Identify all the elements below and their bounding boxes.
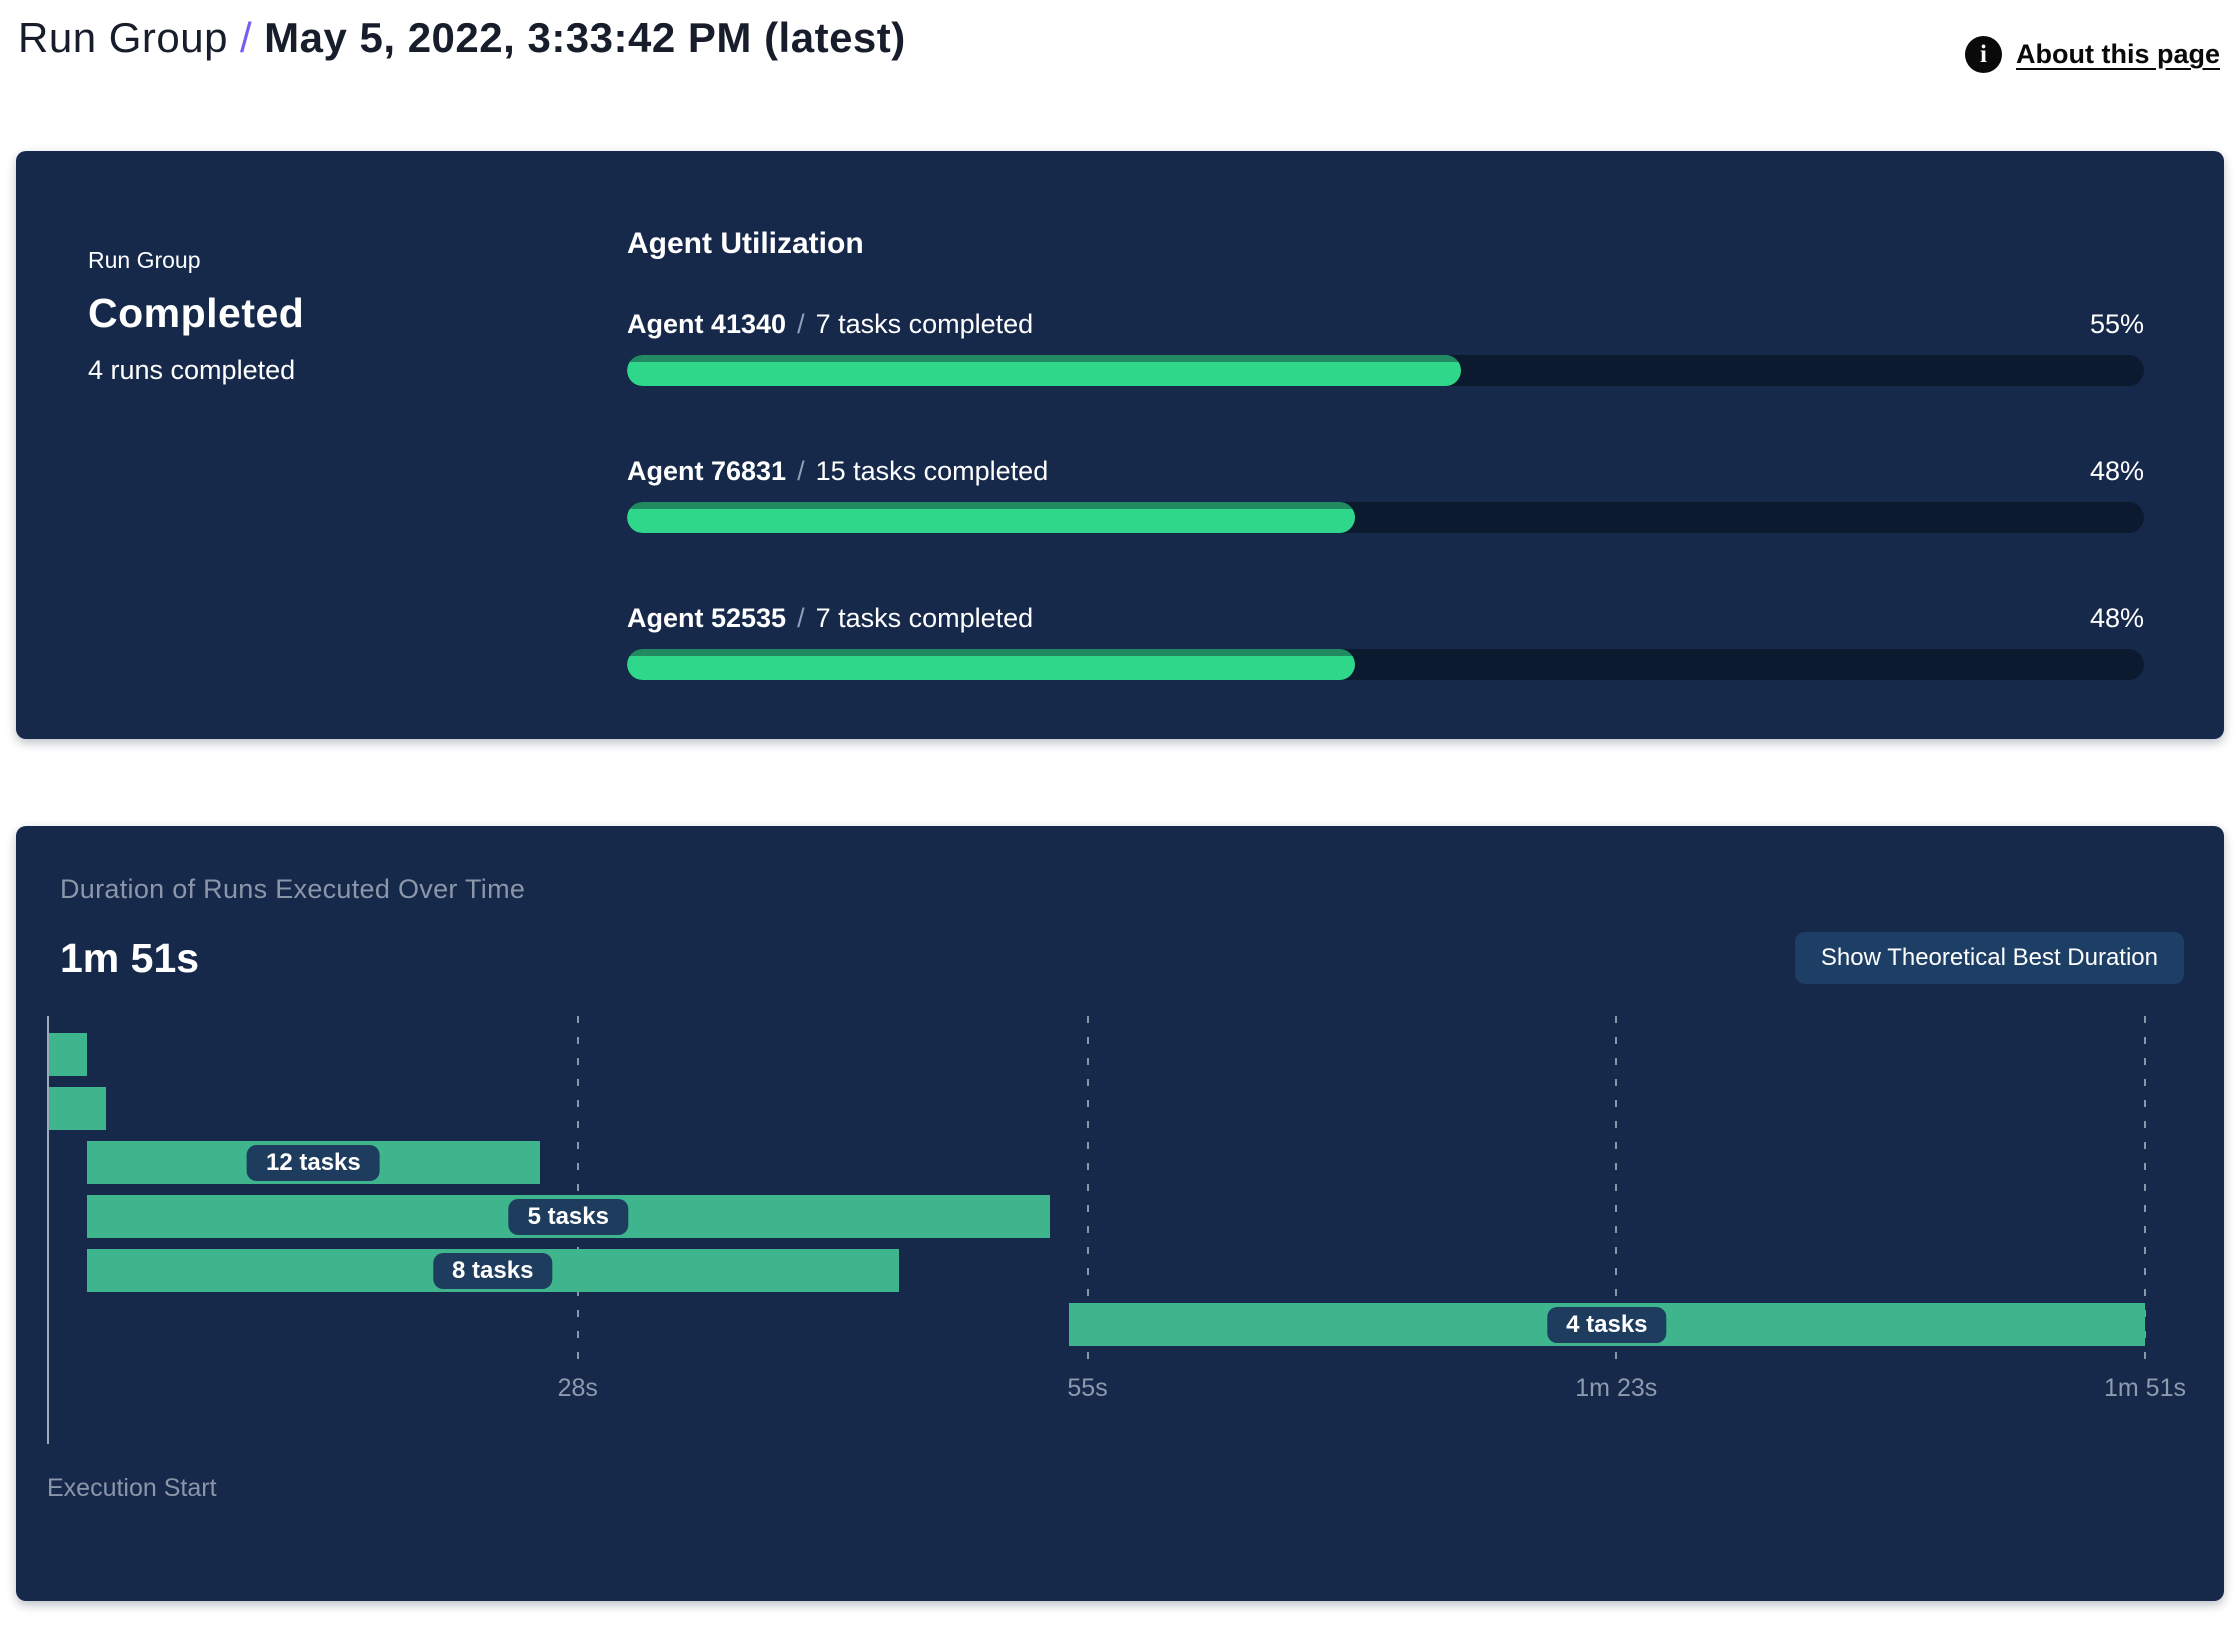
run-timestamp-title: May 5, 2022, 3:33:42 PM (latest) <box>264 14 906 61</box>
agent-progress-track <box>627 355 2144 386</box>
agent-utilization-percent: 48% <box>2089 603 2144 633</box>
run-status: Completed <box>88 290 305 336</box>
agent-row: Agent 52535 / 7 tasks completed 48% <box>627 603 2144 680</box>
run-duration-bar[interactable]: 4 tasks <box>1068 1303 2145 1346</box>
agent-progress-track <box>627 649 2144 680</box>
page-header: Run Group / May 5, 2022, 3:33:42 PM (lates… <box>0 0 2240 73</box>
agent-separator: / <box>797 603 805 633</box>
run-summary-detail: 4 runs completed <box>88 355 296 385</box>
axis-tick-label: 1m 23s <box>1575 1374 1658 1402</box>
gridline <box>576 1016 579 1362</box>
agent-utilization-percent: 55% <box>2089 309 2144 339</box>
axis-tick-label: 1m 51s <box>2104 1374 2186 1402</box>
execution-start-axis-line <box>47 1016 49 1444</box>
page-title: Run Group / May 5, 2022, 3:33:42 PM (lates… <box>18 14 906 62</box>
agent-separator: / <box>797 456 805 486</box>
gridline <box>2144 1016 2146 1362</box>
agent-progress-fill <box>627 355 1462 386</box>
agent-tasks-completed: 7 tasks completed <box>815 603 1034 633</box>
run-duration-bar[interactable]: 5 tasks <box>86 1195 1050 1238</box>
agent-utilization-title: Agent Utilization <box>627 227 864 260</box>
agent-tasks-completed: 7 tasks completed <box>815 309 1034 339</box>
gridline <box>1086 1016 1089 1362</box>
agent-progress-fill <box>627 649 1356 680</box>
gridline <box>1615 1016 1618 1362</box>
duration-total: 1m 51s <box>60 935 200 981</box>
axis-tick-label: 28s <box>557 1374 598 1402</box>
agent-tasks-completed: 15 tasks completed <box>815 456 1049 486</box>
run-duration-bar[interactable]: 8 tasks <box>86 1249 899 1292</box>
agent-row: Agent 41340 / 7 tasks completed 55% <box>627 309 2144 386</box>
run-summary-label: Run Group <box>88 247 201 273</box>
breadcrumb-separator: / <box>239 14 253 61</box>
agent-name: Agent 76831 <box>627 456 787 486</box>
task-count-chip: 5 tasks <box>508 1198 628 1235</box>
run-duration-bar[interactable] <box>49 1033 87 1076</box>
agent-utilization: Agent Utilization Agent 41340 / 7 tasks … <box>627 151 2224 739</box>
agent-name: Agent 41340 <box>627 309 787 339</box>
about-this-page-link[interactable]: About this page <box>2016 39 2220 69</box>
task-count-chip: 4 tasks <box>1547 1306 1667 1343</box>
info-icon: i <box>1965 36 2002 73</box>
run-group-panel: Run Group Completed 4 runs completed Age… <box>16 151 2224 739</box>
show-theoretical-best-duration-button[interactable]: Show Theoretical Best Duration <box>1794 932 2184 984</box>
task-count-chip: 8 tasks <box>433 1252 553 1289</box>
duration-chart-panel: Duration of Runs Executed Over Time 1m 5… <box>16 826 2224 1601</box>
task-count-chip: 12 tasks <box>246 1144 380 1181</box>
agent-name: Agent 52535 <box>627 603 787 633</box>
agent-row: Agent 76831 / 15 tasks completed 48% <box>627 456 2144 533</box>
agent-progress-fill <box>627 502 1356 533</box>
agent-separator: / <box>797 309 805 339</box>
breadcrumb-root: Run Group <box>18 14 228 61</box>
axis-tick-label: 55s <box>1067 1374 1108 1402</box>
gantt-plot: 28s 55s 1m 23s 1m 51s 12 tasks 5 tasks 8 tasks… <box>49 1016 2186 1436</box>
agent-progress-track <box>627 502 2144 533</box>
run-duration-bar[interactable]: 12 tasks <box>86 1141 540 1184</box>
run-duration-bar[interactable] <box>49 1087 106 1130</box>
about-this-page[interactable]: i About this page <box>1965 36 2220 73</box>
run-summary: Run Group Completed 4 runs completed <box>16 151 627 739</box>
execution-start-label: Execution Start <box>47 1474 217 1502</box>
agent-utilization-percent: 48% <box>2089 456 2144 486</box>
duration-chart-title: Duration of Runs Executed Over Time <box>60 874 526 904</box>
